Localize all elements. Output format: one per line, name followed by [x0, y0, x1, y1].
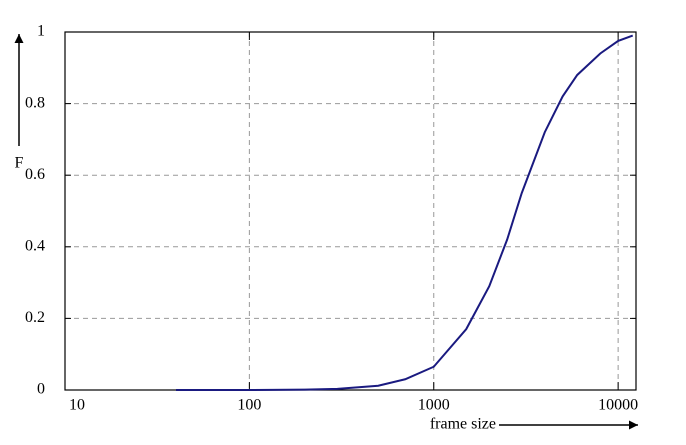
plot-frame — [64, 31, 637, 391]
y-tick-label: 0.6 — [25, 166, 45, 183]
y-tick-label: 0 — [37, 381, 45, 398]
y-tick-label: 1 — [37, 23, 45, 40]
x-tick-label: 10000 — [598, 397, 638, 414]
x-tick-label: 10 — [69, 397, 85, 414]
x-tick-label: 1000 — [418, 397, 450, 414]
x-axis-label: frame size — [430, 416, 496, 433]
y-tick-label: 0.2 — [25, 309, 45, 326]
y-tick-label: 0.4 — [25, 237, 45, 254]
y-axis-label: F — [15, 155, 24, 172]
x-tick-label: 100 — [237, 397, 261, 414]
y-tick-label: 0.8 — [25, 94, 45, 111]
line — [176, 34, 634, 391]
